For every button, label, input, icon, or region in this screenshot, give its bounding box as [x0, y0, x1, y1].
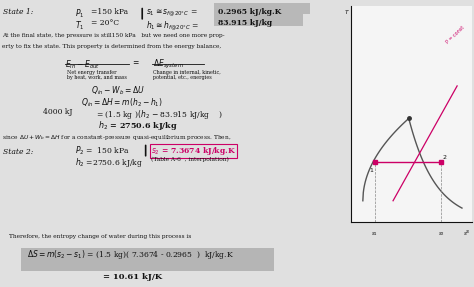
Text: 83.915 kJ/kg: 83.915 kJ/kg: [218, 20, 272, 27]
Text: erty to fix the state. This property is determined from the energy balance,: erty to fix the state. This property is …: [2, 44, 221, 49]
Text: $s_2$ = 7.3674 kJ/kg.K: $s_2$ = 7.3674 kJ/kg.K: [151, 145, 236, 157]
Text: 4000 kJ: 4000 kJ: [43, 108, 73, 116]
Text: $Q_{in} - W_b = \Delta U$: $Q_{in} - W_b = \Delta U$: [91, 85, 145, 97]
Text: 1: 1: [369, 168, 373, 173]
Text: since $\Delta U + W_b = \Delta H$ for a constant-pressure quasi-equilibrium proc: since $\Delta U + W_b = \Delta H$ for a …: [2, 133, 231, 142]
Text: $\Delta S = m(s_2 - s_1)$ = (1.5 kg)( 7.3674 - 0.2965  )  kJ/kg.K: $\Delta S = m(s_2 - s_1)$ = (1.5 kg)( 7.…: [27, 248, 235, 261]
Text: $s_2$: $s_2$: [438, 230, 445, 238]
Text: = 20°C: = 20°C: [91, 20, 119, 27]
Text: =: =: [132, 58, 138, 67]
Text: = 10.61 kJ/K: = 10.61 kJ/K: [103, 273, 162, 281]
Text: $E_{in} - E_{out}$: $E_{in} - E_{out}$: [65, 58, 100, 71]
Text: by heat, work, and mass: by heat, work, and mass: [67, 75, 127, 80]
Text: (Table A-6  , interpolation): (Table A-6 , interpolation): [151, 157, 228, 162]
Text: T: T: [345, 10, 348, 15]
Text: $s$: $s$: [463, 230, 468, 237]
Text: $T_1$: $T_1$: [75, 20, 85, 32]
Text: Change in internal, kinetic,: Change in internal, kinetic,: [153, 69, 220, 75]
FancyBboxPatch shape: [214, 14, 303, 26]
Text: 0.2965 kJ/kg.K: 0.2965 kJ/kg.K: [218, 8, 281, 16]
Text: $h_1 \cong h_{f@20°C}$ =: $h_1 \cong h_{f@20°C}$ =: [146, 20, 199, 32]
Text: $Q_{in} = \Delta H = m(h_2 - h_1)$: $Q_{in} = \Delta H = m(h_2 - h_1)$: [81, 96, 163, 109]
Text: Therefore, the entropy change of water during this process is: Therefore, the entropy change of water d…: [9, 234, 191, 239]
Text: = (1.5 kg )$(h_2$ − 83.915 kJ/kg    ): = (1.5 kg )$(h_2$ − 83.915 kJ/kg ): [96, 108, 223, 121]
Text: 2: 2: [443, 154, 447, 160]
Text: $h_2$ =2750.6 kJ/kg: $h_2$ =2750.6 kJ/kg: [75, 156, 143, 169]
Text: $s_1$: $s_1$: [372, 230, 378, 238]
Text: $s_1 \cong s_{f@20°C}$ =: $s_1 \cong s_{f@20°C}$ =: [146, 8, 197, 18]
FancyBboxPatch shape: [20, 248, 274, 271]
Text: =150 kPa: =150 kPa: [91, 8, 128, 16]
Text: State 2:: State 2:: [3, 148, 34, 156]
Text: $\Delta E_{system}$: $\Delta E_{system}$: [153, 58, 183, 71]
Text: potential, etc., energies: potential, etc., energies: [153, 75, 211, 80]
Text: State 1:: State 1:: [3, 8, 34, 16]
Text: P = const: P = const: [445, 25, 465, 45]
Text: $P_2$ =  150 kPa: $P_2$ = 150 kPa: [75, 145, 130, 157]
Text: At the final state, the pressure is still150 kPa   but we need one more prop-: At the final state, the pressure is stil…: [2, 33, 224, 38]
Text: $h_2$ = 2750.6 kJ/kg: $h_2$ = 2750.6 kJ/kg: [98, 119, 177, 132]
FancyBboxPatch shape: [214, 3, 310, 14]
Text: s: s: [466, 229, 469, 234]
Text: $P_1$: $P_1$: [75, 8, 85, 20]
Text: Net energy transfer: Net energy transfer: [67, 69, 116, 75]
